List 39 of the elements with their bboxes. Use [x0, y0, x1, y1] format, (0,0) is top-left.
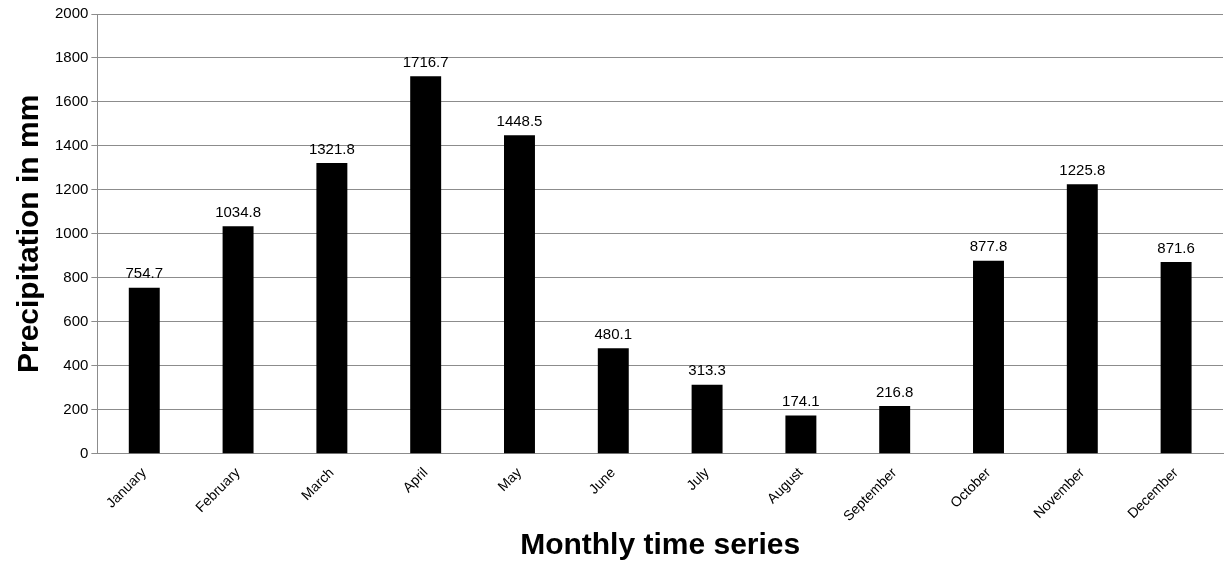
bar: [973, 260, 1004, 454]
data-label: 1716.7: [402, 52, 449, 70]
data-label: 1448.5: [496, 111, 543, 129]
x-tick-label: July: [683, 464, 712, 494]
data-label: 871.6: [1157, 238, 1195, 256]
bar: [597, 348, 629, 454]
data-label: 313.3: [688, 361, 726, 379]
data-label: 480.1: [594, 324, 633, 342]
y-tick-label: 400: [63, 355, 89, 373]
bar: [504, 135, 535, 454]
bar: [785, 415, 817, 454]
y-tick-label: 1400: [54, 136, 89, 154]
data-label: 754.7: [125, 264, 164, 282]
x-axis-title: Monthly time series: [520, 527, 801, 561]
y-tick-label: 1000: [54, 223, 89, 241]
bar: [128, 287, 160, 454]
y-tick-label: 2000: [54, 4, 89, 22]
y-axis-title: Precipitation in mm: [11, 94, 45, 374]
y-tick-label: 1800: [54, 48, 89, 66]
bar: [316, 163, 348, 454]
data-label: 1034.8: [215, 202, 262, 220]
bar: [1160, 262, 1192, 454]
y-tick-label: 0: [80, 443, 89, 461]
y-tick-label: 200: [63, 399, 89, 417]
x-tick-label: May: [494, 464, 525, 495]
data-label: 216.8: [875, 382, 914, 400]
y-tick-label: 1200: [54, 180, 89, 198]
bar: [1066, 184, 1098, 454]
bar: [691, 384, 723, 454]
bar: [410, 76, 442, 454]
data-label: 1321.8: [308, 139, 355, 157]
y-tick-label: 600: [63, 311, 89, 329]
y-tick-label: 1600: [54, 92, 89, 110]
bar: [222, 226, 254, 454]
data-label: 174.1: [782, 392, 820, 410]
y-tick-label: 800: [63, 267, 89, 285]
data-label: 1225.8: [1059, 160, 1106, 178]
bar: [879, 406, 911, 454]
data-label: 877.8: [969, 237, 1008, 255]
